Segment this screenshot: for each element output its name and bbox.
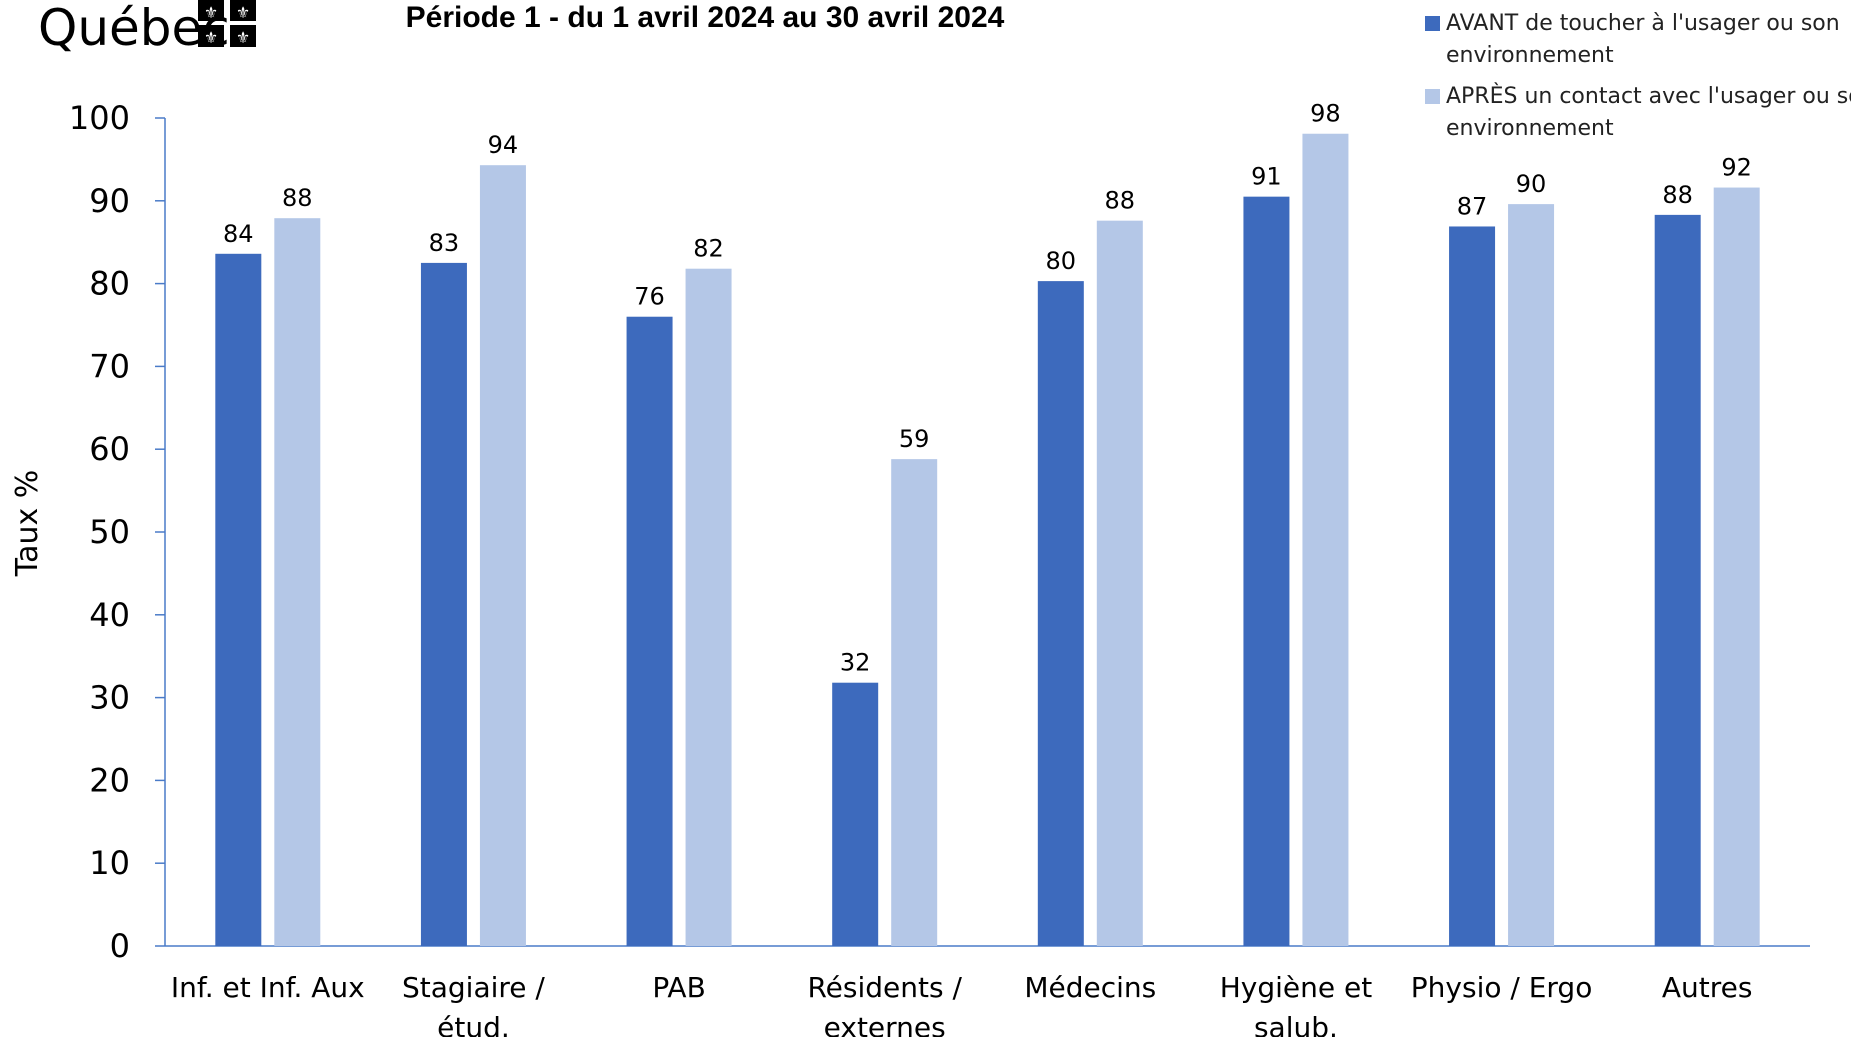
data-label-apres-7: 92 (1721, 154, 1752, 182)
bar-avant-7 (1654, 214, 1701, 947)
bar-apres-4 (1096, 220, 1143, 946)
data-label-avant-1: 83 (429, 229, 460, 257)
y-axis-label: Taux % (10, 470, 45, 578)
y-tick-label: 90 (89, 182, 130, 220)
bar-apres-3 (891, 459, 938, 946)
y-tick-label: 100 (69, 99, 130, 137)
data-label-avant-3: 32 (840, 649, 871, 677)
bar-apres-1 (479, 165, 526, 947)
data-label-apres-1: 94 (488, 131, 519, 159)
bar-avant-2 (626, 316, 673, 947)
bar-avant-0 (215, 253, 262, 947)
logo-text: Québec (38, 0, 230, 57)
bar-avant-3 (832, 682, 879, 946)
axes (155, 117, 1810, 947)
bar-avant-4 (1037, 281, 1084, 947)
y-tick-label: 30 (89, 679, 130, 717)
data-label-apres-3: 59 (899, 425, 930, 453)
data-label-avant-5: 91 (1251, 163, 1282, 191)
category-label: Médecins (1024, 971, 1156, 1004)
y-tick-label: 10 (89, 844, 130, 882)
quebec-logo: Québec ⚜ ⚜ ⚜ ⚜ (38, 0, 256, 57)
y-tick-label: 70 (89, 347, 130, 385)
chart-title: Période 1 - du 1 avril 2024 au 30 avril … (406, 1, 1005, 34)
legend-swatch-avant (1425, 16, 1440, 31)
category-label: Hygiène et salub. (1220, 971, 1373, 1037)
bar-apres-6 (1508, 204, 1555, 946)
data-label-apres-2: 82 (693, 235, 724, 263)
bar-avant-1 (420, 262, 467, 946)
category-label: Stagiaire / étud. (402, 971, 545, 1037)
y-tick-label: 80 (89, 265, 130, 303)
svg-text:⚜: ⚜ (204, 3, 218, 22)
y-tick-labels: 0 10 20 30 40 50 60 70 80 90 100 (69, 99, 130, 965)
svg-text:⚜: ⚜ (204, 28, 218, 47)
data-label-avant-2: 76 (634, 283, 665, 311)
y-tick-label: 60 (89, 430, 130, 468)
bar-apres-7 (1713, 187, 1760, 946)
fleur-de-lis-flag-icon: ⚜ ⚜ ⚜ ⚜ (198, 0, 256, 47)
bar-apres-0 (274, 218, 321, 947)
bar-apres-2 (685, 268, 732, 946)
data-label-avant-6: 87 (1457, 192, 1488, 220)
y-tick-label: 50 (89, 513, 130, 551)
y-tick-label: 20 (89, 761, 130, 799)
bar-avant-6 (1449, 226, 1496, 946)
data-label-avant-7: 88 (1662, 181, 1693, 209)
legend-swatch-apres (1425, 89, 1440, 104)
data-labels: 84 88 83 94 76 82 32 59 80 88 91 98 87 90 88 92 (223, 100, 1752, 677)
legend-label-avant: AVANT de toucher à l'usager ou son enviro… (1446, 11, 1840, 68)
data-label-apres-6: 90 (1516, 170, 1547, 198)
category-label: Inf. et Inf. Aux (171, 971, 365, 1004)
data-label-avant-0: 84 (223, 220, 254, 248)
svg-text:⚜: ⚜ (236, 28, 250, 47)
data-label-apres-4: 88 (1105, 187, 1136, 215)
y-tick-label: 40 (89, 596, 130, 634)
bar-apres-5 (1302, 133, 1349, 946)
category-labels: Inf. et Inf. Aux Stagiaire / étud. PAB Résid… (171, 971, 1753, 1037)
legend: AVANT de toucher à l'usager ou son enviro… (1425, 11, 1851, 141)
data-label-apres-5: 98 (1310, 100, 1341, 128)
category-label: PAB (652, 971, 705, 1004)
svg-text:⚜: ⚜ (236, 3, 250, 22)
legend-label-apres: APRÈS un contact avec l'usager ou son env… (1446, 83, 1851, 141)
y-tick-label: 0 (110, 927, 130, 965)
category-label: Autres (1662, 971, 1753, 1004)
data-label-apres-0: 88 (282, 184, 313, 212)
data-label-avant-4: 80 (1046, 247, 1077, 275)
bars (215, 133, 1760, 947)
category-label: Résidents / externes (807, 971, 962, 1037)
category-label: Physio / Ergo (1411, 971, 1593, 1004)
bar-avant-5 (1243, 196, 1290, 946)
